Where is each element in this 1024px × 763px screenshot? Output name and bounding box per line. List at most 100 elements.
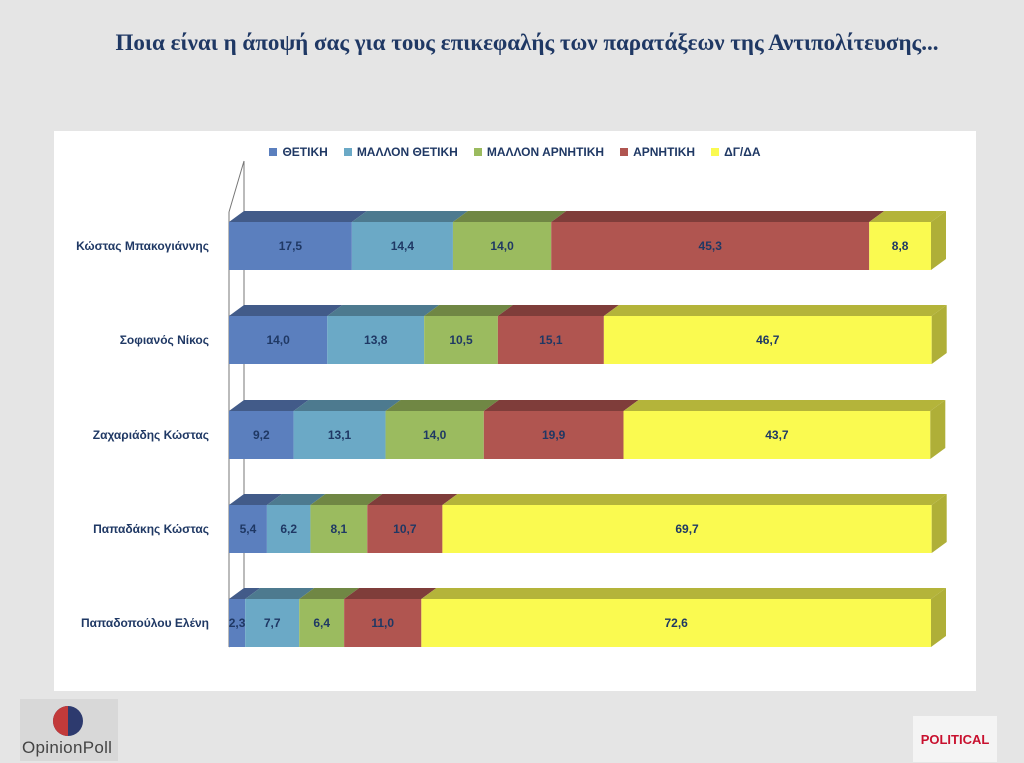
bar-front-face <box>327 316 425 364</box>
data-label: 6,2 <box>280 522 297 536</box>
bar-top-face <box>483 400 639 411</box>
category-label: Παπαδάκης Κώστας <box>93 522 209 536</box>
bar-side-face <box>930 400 946 459</box>
bar-front-face <box>310 505 368 553</box>
bar-segment-mpos <box>293 400 401 459</box>
bar-front-face <box>229 411 294 459</box>
legend-label-pos: ΘΕΤΙΚΗ <box>282 145 328 159</box>
bar-top-face <box>551 211 885 222</box>
data-label: 8,1 <box>331 522 348 536</box>
bar-front-face <box>229 599 246 647</box>
bar-front-face <box>623 411 931 459</box>
data-label: 14,0 <box>490 239 514 253</box>
legend-item-mpos: ΜΑΛΛΟΝ ΘΕΤΙΚΗ <box>343 145 458 159</box>
bar-segment-mneg <box>424 305 513 364</box>
bar-side-face <box>931 494 947 553</box>
bar-top-face <box>452 211 567 222</box>
bar-front-face <box>266 505 311 553</box>
data-label: 10,7 <box>393 522 417 536</box>
chart-plot: Κώστας Μπακογιάννης 17,5 14,4 14,0 45,3 8,8 Σο… <box>76 160 947 648</box>
category-label: Κώστας Μπακογιάννης <box>76 239 209 253</box>
data-label: 72,6 <box>664 616 688 630</box>
category-label: Παπαδοπούλου Ελένη <box>81 616 209 630</box>
bar-top-face <box>327 305 440 316</box>
bar-top-face <box>344 588 437 599</box>
bar-side-face <box>931 305 947 364</box>
bar-segment-dk <box>869 211 946 270</box>
bar-top-face <box>442 494 947 505</box>
data-label: 6,4 <box>313 616 330 630</box>
bar-front-face <box>869 222 931 270</box>
data-label: 19,9 <box>542 428 566 442</box>
legend-label-dk: ΔΓ/ΔΑ <box>724 145 761 159</box>
chart-title: Ποια είναι η άποψή σας για τους επικεφαλ… <box>115 30 939 55</box>
bar-top-face <box>229 400 309 411</box>
bar-top-face <box>229 211 367 222</box>
data-label: 7,7 <box>264 616 281 630</box>
legend-item-pos: ΘΕΤΙΚΗ <box>269 145 328 159</box>
bar-front-face <box>299 599 345 647</box>
bar-top-face <box>497 305 619 316</box>
bar-segment-pos <box>229 400 309 459</box>
data-label: 17,5 <box>279 239 303 253</box>
bar-top-face <box>603 305 947 316</box>
bar-segment-mneg <box>452 211 567 270</box>
bar-front-face <box>385 411 484 459</box>
bar-front-face <box>229 316 328 364</box>
bar-segment-mpos <box>245 588 315 647</box>
political-logo: POLITICAL <box>913 716 997 762</box>
data-label: 5,4 <box>240 522 257 536</box>
bar-top-face <box>229 305 343 316</box>
data-label: 15,1 <box>539 333 563 347</box>
bar-segment-mpos <box>351 211 468 270</box>
bar-top-face <box>367 494 458 505</box>
bar-segment-pos <box>229 588 261 647</box>
data-label: 14,0 <box>266 333 290 347</box>
bar-front-face <box>293 411 386 459</box>
opinionpoll-logo-text: OpinionPoll <box>22 738 113 757</box>
bar-front-face <box>229 505 267 553</box>
bar-segment-mpos <box>327 305 440 364</box>
data-label: 43,7 <box>765 428 789 442</box>
legend-swatch-mpos <box>343 148 352 156</box>
bar-segment-mneg <box>299 588 360 647</box>
data-label: 10,5 <box>449 333 473 347</box>
political-logo-text: POLITICAL <box>920 731 990 747</box>
data-label: 69,7 <box>675 522 699 536</box>
bar-segment-mneg <box>385 400 499 459</box>
data-label: 46,7 <box>756 333 780 347</box>
bar-top-face <box>299 588 360 599</box>
bar-top-face <box>351 211 468 222</box>
bar-segment-pos <box>229 494 282 553</box>
data-label: 13,8 <box>364 333 388 347</box>
bar-segment-mneg <box>310 494 383 553</box>
bar-front-face <box>603 316 932 364</box>
bar-front-face <box>452 222 552 270</box>
bar-front-face <box>551 222 870 270</box>
legend-swatch-neg <box>620 148 629 156</box>
legend-label-neg: ΑΡΝΗΤΙΚΗ <box>633 145 696 159</box>
bar-top-face <box>266 494 326 505</box>
legend-swatch-mneg <box>473 148 482 156</box>
bar-front-face <box>229 222 352 270</box>
axis-top-slant <box>228 160 245 213</box>
bar-top-face <box>310 494 383 505</box>
bar-front-face <box>421 599 931 647</box>
bar-segment-dk <box>623 400 946 459</box>
bar-front-face <box>497 316 604 364</box>
bar-side-face <box>931 588 946 647</box>
legend: ΘΕΤΙΚΗ ΜΑΛΛΟΝ ΘΕΤΙΚΗ ΜΑΛΛΟΝ ΑΡΝΗΤΙΚΗ ΑΡΝΗΤΙ… <box>54 145 976 159</box>
chart-panel: ΘΕΤΙΚΗ ΜΑΛΛΟΝ ΘΕΤΙΚΗ ΜΑΛΛΟΝ ΑΡΝΗΤΙΚΗ ΑΡΝΗΤΙ… <box>54 131 976 691</box>
data-label: 14,4 <box>391 239 415 253</box>
bar-segment-neg <box>483 400 639 459</box>
bar-top-face <box>229 588 261 599</box>
legend-label-mpos: ΜΑΛΛΟΝ ΘΕΤΙΚΗ <box>356 145 458 159</box>
bar-top-face <box>229 494 282 505</box>
bar-front-face <box>367 505 443 553</box>
bar-segment-pos <box>229 211 367 270</box>
bar-segment-pos <box>229 305 343 364</box>
bar-top-face <box>385 400 499 411</box>
bar-front-face <box>245 599 300 647</box>
bar-top-face <box>293 400 401 411</box>
bar-segment-mpos <box>266 494 326 553</box>
